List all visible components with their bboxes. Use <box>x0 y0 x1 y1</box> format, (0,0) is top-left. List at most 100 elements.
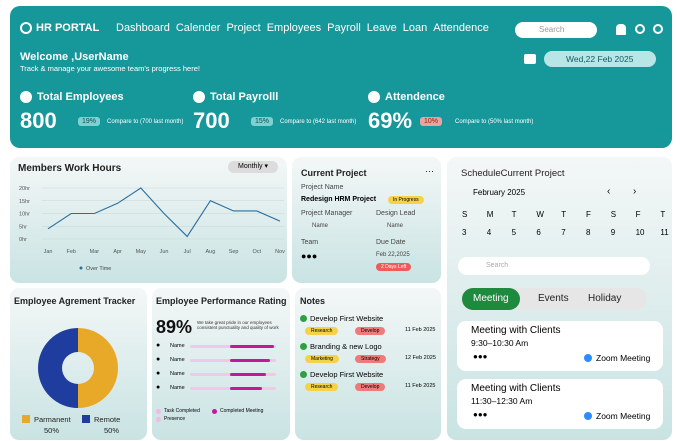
nav-item[interactable]: Dashboard <box>116 22 170 34</box>
legend-label: Remote <box>94 415 120 424</box>
attendees: ●●● <box>473 352 488 361</box>
stat-icon <box>193 91 205 103</box>
note-date: 11 Feb 2025 <box>405 327 436 333</box>
days-left: 2 Days Left <box>376 263 412 271</box>
logo <box>20 22 32 34</box>
search-box[interactable]: Search <box>458 257 650 275</box>
day[interactable]: 8 <box>586 228 591 237</box>
legend-label: Over Time <box>86 266 111 272</box>
filter[interactable]: Monthly ▾ <box>228 161 278 173</box>
x-tick-label: Feb <box>66 249 75 255</box>
label: Project Name <box>301 184 344 191</box>
x-tick-label: Aug <box>206 249 216 255</box>
zoom-icon <box>584 354 592 362</box>
nav-item[interactable]: Payroll <box>327 22 361 34</box>
stat-value: 69% <box>368 108 413 133</box>
row-name: Name <box>170 385 185 391</box>
x-tick-label: May <box>136 249 147 255</box>
tab[interactable]: Holiday <box>588 293 622 304</box>
line <box>47 187 281 238</box>
check-icon <box>300 371 307 378</box>
day[interactable]: 11 <box>660 228 669 237</box>
tag: Research <box>305 327 339 335</box>
bell-icon[interactable] <box>616 24 626 35</box>
score: 89% <box>156 317 193 337</box>
weekday: T <box>561 210 567 219</box>
legend-swatch <box>156 409 161 414</box>
prev[interactable]: ‹ <box>607 186 611 197</box>
note-title: Develop First Website <box>310 370 384 379</box>
legend-label: Presence <box>164 416 186 422</box>
avatar: ● <box>156 370 161 377</box>
nav: Dashboard Calender Project Employees Payroll… <box>116 22 489 34</box>
menu-icon[interactable]: ··· <box>425 166 434 176</box>
search-placeholder: Search <box>539 25 565 34</box>
date-picker[interactable]: Wed,22 Feb 2025 <box>544 51 656 67</box>
card-title: Employee Performance Rating <box>156 296 287 306</box>
x-tick-label: Mar <box>90 249 100 255</box>
day[interactable]: 4 <box>486 228 492 237</box>
day[interactable]: 7 <box>561 228 566 237</box>
label: Due Date <box>376 239 406 246</box>
card-title: Members Work Hours <box>18 163 122 174</box>
x-tick-label: Nov <box>275 249 285 255</box>
nav-item[interactable]: Calender <box>175 22 221 34</box>
stat-value: 700 <box>193 108 230 133</box>
nav-item[interactable]: Attendence <box>433 22 489 34</box>
schedule-card: ScheduleCurrent Project February 2025 ‹ … <box>447 157 672 440</box>
nav-item[interactable]: Project <box>226 22 261 34</box>
nav-item[interactable]: Employees <box>266 22 322 34</box>
weekday: T <box>511 210 517 219</box>
stat-compare: Compare to (50% last month) <box>455 119 534 125</box>
meeting-card[interactable] <box>457 379 663 429</box>
meeting-place: Zoom Meeting <box>596 353 651 363</box>
day[interactable]: 9 <box>610 228 616 237</box>
logout-icon[interactable] <box>653 24 663 34</box>
stat-label: Attendence <box>385 91 445 103</box>
day[interactable]: 10 <box>635 228 645 237</box>
team-avatars: ●●● <box>301 251 318 261</box>
tag: Develop <box>355 383 386 391</box>
attendees: ●●● <box>473 410 488 419</box>
bar-fill <box>230 345 274 348</box>
subtitle: Track & manage your awesome team's progr… <box>20 64 200 73</box>
avatar: ● <box>156 356 161 363</box>
tab[interactable]: Events <box>538 293 569 304</box>
bar-fill <box>230 359 270 362</box>
value-label: 50% <box>44 426 59 435</box>
x-tick-label: Apr <box>113 249 122 255</box>
nav-item[interactable]: Loan <box>402 22 428 34</box>
stat-compare: Compare to (700 last month) <box>107 119 184 125</box>
weekday: F <box>586 210 591 219</box>
stat-icon <box>368 91 380 103</box>
download-icon[interactable] <box>524 54 536 64</box>
meeting-card[interactable] <box>457 321 663 371</box>
legend-swatch <box>82 415 90 423</box>
search-box[interactable]: Search <box>515 22 597 38</box>
weekday: T <box>660 210 666 219</box>
tag: Research <box>305 383 339 391</box>
tab[interactable]: Meeting <box>462 288 520 310</box>
weekday: F <box>635 210 641 219</box>
day[interactable]: 3 <box>462 228 467 237</box>
next[interactable]: › <box>633 186 637 197</box>
note-title: Branding & new Logo <box>310 342 382 351</box>
note-date: 12 Feb 2025 <box>405 355 436 361</box>
y-tick-label: 15hr <box>19 199 30 205</box>
tag: Marketing <box>305 355 339 363</box>
stat-label: Total Employees <box>37 91 124 103</box>
row-name: Name <box>170 343 185 349</box>
y-tick-label: 20hr <box>19 186 30 192</box>
row-name: Name <box>170 357 185 363</box>
nav-item[interactable]: Leave <box>366 22 397 34</box>
meeting-place: Zoom Meeting <box>596 411 651 421</box>
day[interactable]: 5 <box>511 228 517 237</box>
settings-icon[interactable] <box>635 24 645 34</box>
day[interactable]: 6 <box>536 228 541 237</box>
stat-change: 19% <box>78 117 101 126</box>
header: HR PORTAL Dashboard Calender Project Employ… <box>10 6 672 148</box>
x-tick-label: Jan <box>44 249 53 255</box>
donut-segment <box>78 328 118 408</box>
month: February 2025 <box>473 188 526 197</box>
